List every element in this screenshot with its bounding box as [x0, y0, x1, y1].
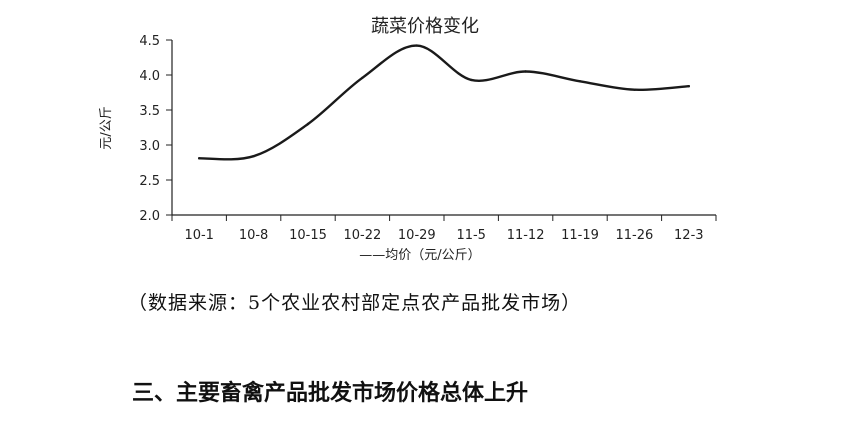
data-source-note: （数据来源：5个农业农村部定点农产品批发市场） — [128, 292, 582, 314]
x-tick-label: 11-5 — [456, 228, 486, 243]
data-point — [306, 122, 310, 126]
y-tick-label: 2.0 — [139, 209, 160, 224]
y-tick-label: 4.5 — [139, 34, 160, 49]
x-tick-label: 10-1 — [184, 228, 214, 243]
y-tick-label: 4.0 — [139, 69, 160, 84]
chart-title: 蔬菜价格变化 — [371, 16, 479, 37]
line-chart: 蔬菜价格变化 2.0 2.5 3.0 3.5 4.0 4.5 10-1 10-8 10-15 10… — [99, 16, 717, 263]
series-line-avg-price — [198, 44, 690, 161]
y-tick-label: 2.5 — [139, 174, 160, 189]
data-point — [470, 78, 473, 82]
plot-area: 2.0 2.5 3.0 3.5 4.0 4.5 10-1 10-8 10-15 10-22 10-2… — [139, 34, 717, 243]
x-tick-label: 10-29 — [398, 228, 436, 243]
legend-label: ——均价（元/公斤） — [359, 248, 480, 263]
data-point — [633, 88, 636, 91]
x-tick-label: 10-8 — [239, 228, 269, 243]
data-point — [361, 76, 364, 80]
section-heading: 三、主要畜禽产品批发市场价格总体上升 — [132, 381, 529, 406]
data-point — [687, 85, 690, 88]
x-tick-label: 11-19 — [561, 228, 599, 243]
data-point — [524, 70, 527, 73]
y-tick-label: 3.0 — [139, 139, 160, 154]
data-point — [415, 44, 418, 47]
data-point — [578, 80, 582, 83]
y-tick-label: 3.5 — [139, 104, 160, 119]
y-axis-label: 元/公斤 — [99, 106, 114, 149]
data-point — [252, 155, 255, 158]
x-tick-label: 12-3 — [674, 228, 704, 243]
x-tick-label: 10-15 — [289, 228, 327, 243]
x-tick-label: 11-12 — [507, 228, 545, 243]
x-tick-label: 10-22 — [344, 228, 382, 243]
x-tick-label: 11-26 — [616, 228, 654, 243]
data-point — [198, 157, 201, 160]
